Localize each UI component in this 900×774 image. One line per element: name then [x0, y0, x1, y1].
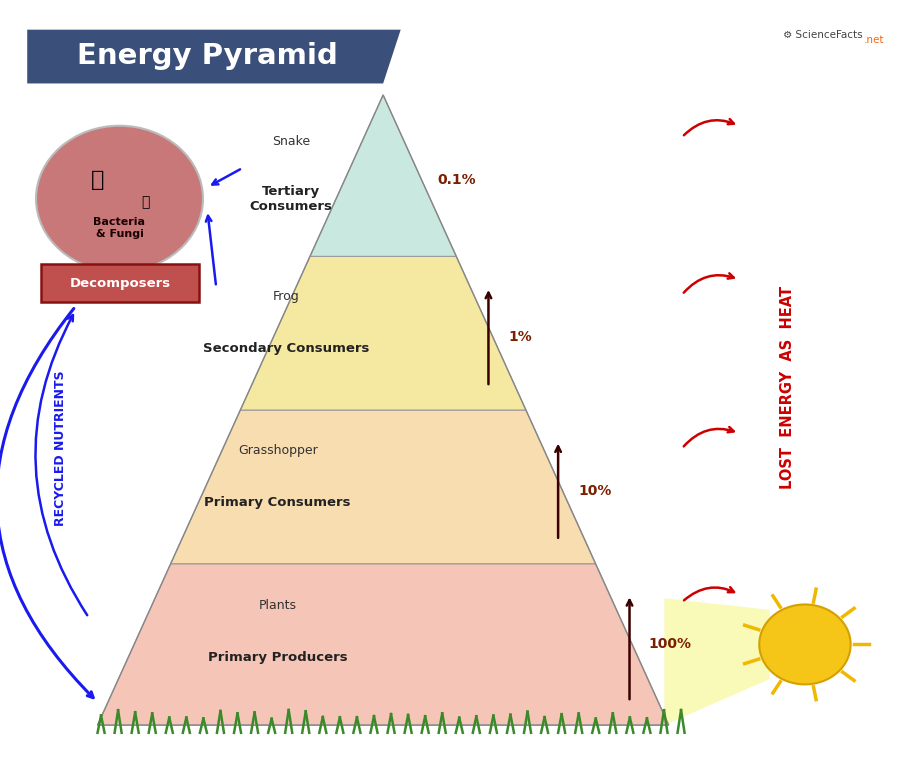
Circle shape [36, 125, 203, 272]
Circle shape [760, 604, 850, 684]
Text: Frog: Frog [273, 289, 300, 303]
Text: 0.1%: 0.1% [437, 173, 476, 187]
Text: 100%: 100% [648, 638, 691, 652]
Text: 10%: 10% [579, 484, 612, 498]
Polygon shape [664, 598, 770, 725]
Text: Tertiary
Consumers: Tertiary Consumers [249, 185, 332, 213]
Text: RECYCLED NUTRIENTS: RECYCLED NUTRIENTS [54, 371, 68, 526]
FancyBboxPatch shape [41, 264, 200, 303]
Text: Energy Pyramid: Energy Pyramid [76, 42, 338, 70]
Text: Decomposers: Decomposers [70, 277, 171, 289]
Text: ⚙ ScienceFacts: ⚙ ScienceFacts [783, 30, 862, 40]
Text: Primary Producers: Primary Producers [208, 651, 347, 664]
Text: Bacteria
& Fungi: Bacteria & Fungi [94, 217, 146, 238]
Text: LOST  ENERGY  AS  HEAT: LOST ENERGY AS HEAT [780, 286, 795, 488]
Text: Snake: Snake [272, 135, 310, 148]
Polygon shape [171, 410, 596, 563]
Polygon shape [310, 95, 456, 256]
Text: Plants: Plants [258, 599, 297, 611]
Text: 🍄: 🍄 [91, 170, 104, 190]
Polygon shape [27, 29, 401, 84]
Polygon shape [97, 563, 669, 725]
Text: 🌿: 🌿 [141, 196, 150, 210]
Text: .net: .net [864, 36, 885, 46]
Text: Secondary Consumers: Secondary Consumers [203, 342, 370, 355]
Text: Primary Consumers: Primary Consumers [204, 496, 351, 509]
Text: Grasshopper: Grasshopper [238, 444, 318, 457]
Text: 1%: 1% [508, 330, 533, 344]
Polygon shape [240, 256, 526, 410]
